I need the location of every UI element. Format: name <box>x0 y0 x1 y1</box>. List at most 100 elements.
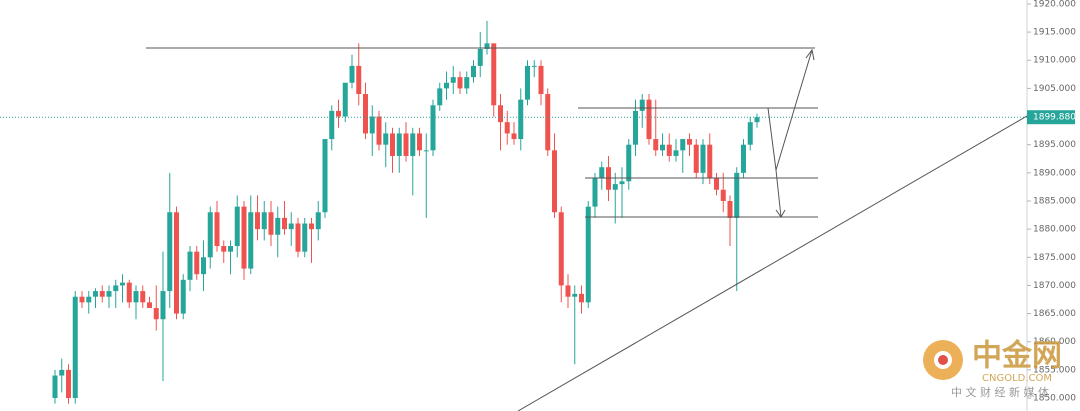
candle-body <box>525 65 530 100</box>
candle-body <box>545 94 551 151</box>
candle-body <box>720 189 726 201</box>
candle-body <box>241 206 247 269</box>
candle-body <box>302 223 308 252</box>
candle-body <box>322 139 328 213</box>
candle-body <box>228 246 233 252</box>
candle-body <box>572 293 578 297</box>
candle-body <box>288 223 294 230</box>
candle-body <box>552 150 557 213</box>
price-axis: 1920.0001915.0001910.0001905.0001900.000… <box>1027 0 1076 404</box>
candle-body <box>612 184 618 190</box>
candle-body <box>477 48 483 66</box>
candle-body <box>464 77 470 89</box>
candle-body <box>221 246 227 252</box>
candle-body <box>646 99 652 140</box>
candle-body <box>309 223 314 230</box>
candle-body <box>538 65 544 95</box>
candle-body <box>741 144 746 173</box>
arrow-down-path <box>775 169 782 218</box>
plot <box>0 20 1027 404</box>
candle-body <box>295 223 301 252</box>
y-tick-label: 1855.000 <box>1033 365 1076 375</box>
y-tick-label: 1865.000 <box>1033 309 1076 319</box>
last-price-label: 1899.880 <box>1033 113 1076 123</box>
candle-body <box>693 144 699 173</box>
candle-body <box>498 105 503 123</box>
candle-body <box>234 206 240 247</box>
candle-body <box>437 88 443 106</box>
last-price-box <box>1027 110 1075 125</box>
candle-body <box>430 105 436 151</box>
candle-body <box>201 257 206 275</box>
candle-body <box>403 133 409 156</box>
candle-body <box>120 282 125 286</box>
candle-body <box>592 178 598 207</box>
candle-body <box>579 293 584 303</box>
candle-body <box>484 43 490 49</box>
candle-body <box>633 110 638 145</box>
y-tick-label: 1880.000 <box>1033 225 1076 235</box>
candle-body <box>707 144 713 179</box>
candle-body <box>113 285 119 292</box>
candle-body <box>471 65 476 78</box>
y-tick-label: 1860.000 <box>1033 337 1076 347</box>
candle-body <box>147 302 152 308</box>
candle-body <box>268 212 274 235</box>
candle-body <box>383 133 389 145</box>
y-tick-label: 1885.000 <box>1033 196 1076 206</box>
candle-body <box>511 133 517 140</box>
candle-body <box>356 65 362 95</box>
candle-body <box>687 139 692 145</box>
candle-body <box>275 217 281 235</box>
candle-body <box>565 285 571 297</box>
candle-body <box>255 212 260 230</box>
candle-body <box>666 144 672 156</box>
candle-body <box>660 144 665 151</box>
candle-body <box>369 116 375 134</box>
candle-body <box>599 167 605 179</box>
candle-body <box>423 150 429 152</box>
candle-body <box>174 212 179 314</box>
candle-body <box>585 206 591 303</box>
candle-body <box>450 77 456 83</box>
candle-body <box>376 116 382 145</box>
candle-body <box>619 181 625 185</box>
candle-body <box>59 369 65 376</box>
candle-body <box>79 296 85 303</box>
candle-body <box>727 200 733 218</box>
candle-body <box>315 212 321 230</box>
watermark-brand: 中金网 <box>972 339 1062 374</box>
candle-body <box>639 99 645 111</box>
logo-dot <box>938 355 948 365</box>
y-tick-label: 1920.000 <box>1033 0 1076 9</box>
candle-body <box>329 110 335 140</box>
candle-body <box>363 94 368 134</box>
candle-body <box>457 77 463 89</box>
candle-body <box>336 110 341 117</box>
y-tick-label: 1890.000 <box>1033 168 1076 178</box>
trend-line <box>517 115 1028 411</box>
candle-body <box>444 82 449 89</box>
watermark-tagline: 中 文 财 经 新 媒 体 <box>951 385 1049 399</box>
candle-body <box>390 133 395 156</box>
candle-body <box>153 307 159 320</box>
y-tick-label: 1870.000 <box>1033 281 1076 291</box>
y-tick-label: 1915.000 <box>1033 28 1076 38</box>
y-tick-label: 1895.000 <box>1033 140 1076 150</box>
watermark: 中金网 CNGOLD.COM 中 文 财 经 新 媒 体 <box>923 339 1062 399</box>
candle-body <box>653 139 659 151</box>
candle-body <box>207 212 213 258</box>
candle-body <box>491 43 497 106</box>
candle-body <box>140 291 146 303</box>
candle-body <box>417 133 422 151</box>
y-tick-label: 1905.000 <box>1033 84 1076 94</box>
candle-body <box>52 375 58 399</box>
candle-body <box>626 144 632 182</box>
y-tick-label: 1850.000 <box>1033 394 1076 404</box>
candle-body <box>531 65 537 67</box>
candle-body <box>93 291 98 297</box>
watermark-site: CNGOLD.COM <box>982 373 1052 384</box>
candle-body <box>261 212 267 230</box>
candle-body <box>558 212 564 286</box>
candle-body <box>99 291 105 297</box>
